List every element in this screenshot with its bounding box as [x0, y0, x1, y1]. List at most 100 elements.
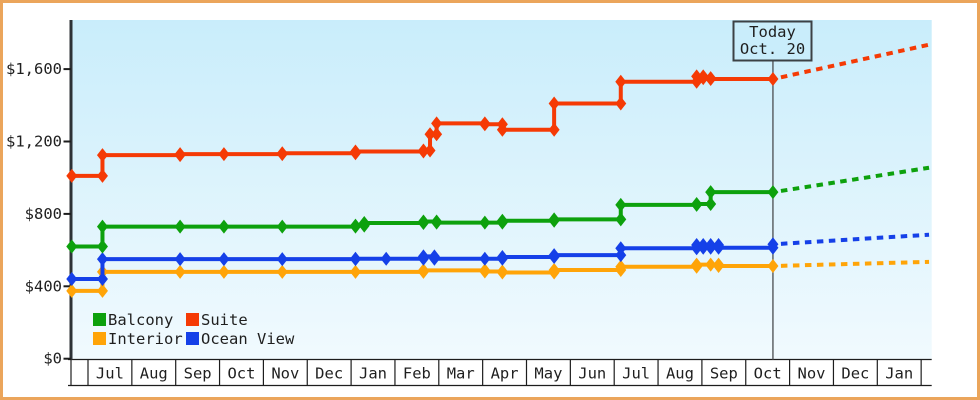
price-history-plot: Jul Aug Sep Oct Nov Dec Jan Feb Mar Apr May Jun Jul A… — [6, 20, 932, 387]
series-marker-ocean-view — [548, 248, 560, 263]
series-marker-balcony — [479, 215, 491, 230]
series-marker-ocean-view — [276, 252, 288, 267]
series-marker-suite — [767, 72, 779, 87]
series-marker-ocean-view — [380, 251, 392, 266]
series-marker-ocean-view — [479, 251, 491, 266]
y-tick-label: $1,600 — [6, 60, 62, 78]
month-label: Aug — [666, 365, 694, 383]
series-marker-balcony — [705, 185, 717, 200]
series-marker-suite — [417, 143, 429, 158]
legend-swatch-interior — [93, 332, 106, 345]
month-label: Sep — [184, 365, 212, 383]
month-label: Dec — [315, 365, 343, 383]
series-marker-suite — [96, 148, 108, 163]
series-marker-balcony — [548, 212, 560, 227]
series-marker-balcony — [705, 196, 717, 211]
series-marker-interior — [548, 263, 560, 278]
month-label: May — [534, 365, 562, 383]
legend-swatch-balcony — [93, 313, 106, 326]
series-marker-ocean-view — [767, 237, 779, 252]
series-marker-suite — [496, 122, 508, 137]
series-marker-interior — [496, 265, 508, 280]
month-label: Jul — [622, 365, 650, 383]
series-marker-suite — [548, 96, 560, 111]
series-marker-interior — [767, 259, 779, 274]
series-marker-suite — [431, 116, 443, 131]
series-marker-balcony — [417, 214, 429, 229]
today-box-line2: Oct. 20 — [740, 40, 805, 58]
series-marker-ocean-view — [417, 249, 429, 264]
series-marker-balcony — [358, 215, 370, 230]
month-label: Apr — [491, 365, 519, 383]
month-label: Jul — [96, 365, 124, 383]
legend-item-ocean-view: Ocean View — [186, 331, 294, 347]
series-marker-suite — [276, 146, 288, 161]
series-marker-interior — [276, 264, 288, 279]
series-marker-balcony — [431, 215, 443, 230]
series-marker-balcony — [96, 239, 108, 254]
legend-swatch-ocean-view — [186, 332, 199, 345]
month-label: Nov — [271, 365, 299, 383]
legend-item-suite: Suite — [186, 312, 294, 328]
series-marker-balcony — [496, 213, 508, 228]
series-marker-ocean-view — [428, 251, 440, 266]
legend-label-ocean-view: Ocean View — [201, 330, 295, 348]
month-label: Oct — [227, 365, 255, 383]
legend-item-balcony: Balcony — [93, 312, 186, 328]
series-marker-suite — [96, 168, 108, 183]
series-marker-balcony — [66, 239, 78, 254]
series-marker-balcony — [615, 197, 627, 212]
series-projection-interior — [780, 259, 930, 268]
today-box — [732, 20, 813, 62]
series-projection-balcony — [780, 165, 930, 193]
series-marker-balcony — [767, 185, 779, 200]
series-marker-ocean-view — [96, 272, 108, 287]
legend-label-interior: Interior — [108, 330, 183, 348]
series-marker-ocean-view — [218, 252, 230, 267]
series-marker-balcony — [615, 212, 627, 227]
series-marker-suite — [548, 122, 560, 137]
month-label: Oct — [754, 365, 782, 383]
series-marker-ocean-view — [96, 252, 108, 267]
series-projection-ocean-view — [780, 232, 930, 246]
series-marker-balcony — [96, 219, 108, 234]
month-label: Sep — [710, 365, 738, 383]
series-marker-suite — [615, 74, 627, 89]
month-label: Jun — [578, 365, 606, 383]
legend-label-balcony: Balcony — [108, 311, 174, 329]
legend-item-interior: Interior — [93, 331, 186, 347]
series-marker-interior — [174, 264, 186, 279]
series-marker-suite — [424, 127, 436, 142]
series-projection-suite — [780, 42, 930, 80]
series-marker-ocean-view — [66, 272, 78, 287]
series-marker-ocean-view — [349, 251, 361, 266]
series-marker-interior — [713, 259, 725, 274]
y-tick-label: $0 — [43, 350, 62, 368]
month-label: Nov — [798, 365, 826, 383]
month-label: Jan — [885, 365, 913, 383]
legend-swatch-suite — [186, 313, 199, 326]
series-marker-balcony — [276, 219, 288, 234]
series-marker-ocean-view — [705, 238, 717, 253]
month-label: Jan — [359, 365, 387, 383]
series-marker-suite — [431, 127, 443, 142]
legend-label-suite: Suite — [201, 311, 248, 329]
month-label: Aug — [140, 365, 168, 383]
series-marker-interior — [479, 264, 491, 279]
series-marker-suite — [174, 147, 186, 162]
series-marker-interior — [66, 283, 78, 298]
series-marker-interior — [218, 264, 230, 279]
series-marker-suite — [66, 168, 78, 183]
series-marker-interior — [96, 283, 108, 298]
series-marker-suite — [615, 96, 627, 111]
series-marker-interior — [349, 264, 361, 279]
month-label: Dec — [841, 365, 869, 383]
series-marker-suite — [705, 72, 717, 87]
series-marker-ocean-view — [713, 240, 725, 255]
series-marker-ocean-view — [615, 241, 627, 256]
y-tick-label: $800 — [25, 205, 62, 223]
series-marker-ocean-view — [496, 249, 508, 264]
y-tick-label: $1,200 — [6, 133, 62, 151]
series-marker-balcony — [691, 196, 703, 211]
legend: Balcony Suite Interior Ocean View — [93, 312, 294, 347]
